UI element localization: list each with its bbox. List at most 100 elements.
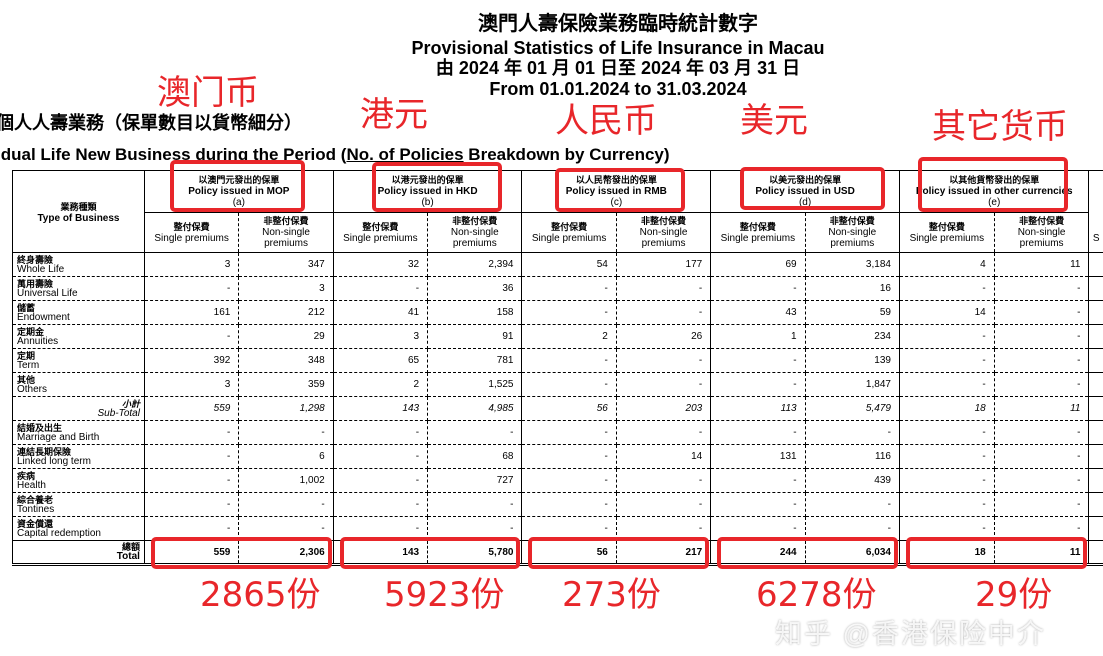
table-row: 定期 Term 392 348 65 781- - -139- - <box>12 348 1103 373</box>
row-label-zh: 結婚及出生 <box>17 422 63 433</box>
table-row: 終身壽險 Whole Life 3 347 32 2,394 54 177 69 3,184 4 11 <box>12 252 1103 277</box>
single-premiums-header: 整付保費 Single premiums <box>710 212 806 253</box>
table-cell: - <box>143 420 240 445</box>
total-annotation: 2865份 <box>200 575 321 615</box>
table-cell: 158 <box>427 300 523 325</box>
table-cell: 14 <box>615 444 712 469</box>
total-annotation: 29份 <box>975 575 1053 615</box>
watermark: 知乎 @香港保险中介 <box>775 619 1046 649</box>
cut-off-cell <box>1088 396 1103 421</box>
table-cell: 2 <box>521 324 617 349</box>
table-cell: - <box>710 372 806 397</box>
single-en: Single premiums <box>720 232 796 244</box>
currency-header-code: (d) <box>798 197 812 208</box>
row-label-en: Marriage and Birth <box>17 431 100 443</box>
table-cell: 36 <box>427 276 523 301</box>
table-cell: - <box>143 468 240 493</box>
row-label-zh: 定期 <box>17 350 36 361</box>
single-premiums-header: 整付保費 Single premiums <box>143 212 240 253</box>
single-zh: 整付保費 <box>173 221 210 232</box>
row-label-zh: 其他 <box>17 374 36 385</box>
cut-off-cell <box>1088 492 1103 517</box>
cut-off-cell <box>1088 420 1103 445</box>
currency-header-highlight <box>372 162 502 212</box>
table-cell: 6 <box>238 444 334 469</box>
table-cell: 2 <box>332 372 429 397</box>
row-label-en: Sub-Total <box>97 407 140 419</box>
table-row: 其他 Others 3 359 2 1,525- - -1,847- - <box>12 372 1103 397</box>
row-label-en: Whole Life <box>17 263 65 275</box>
table-cell: - <box>993 420 1090 445</box>
table-cell: 113 <box>710 396 806 421</box>
table-cell: - <box>993 468 1090 493</box>
table-cell: - <box>143 492 240 517</box>
table-cell: - <box>710 276 806 301</box>
nonsingle-en: Non-single premiums <box>639 227 688 249</box>
table-cell: - <box>993 348 1090 373</box>
table-cell: 1,002 <box>238 468 334 493</box>
row-label-en: Health <box>17 479 46 491</box>
total-annotation: 6278份 <box>756 575 877 615</box>
row-label-en: Capital redemption <box>17 527 101 539</box>
row-label-zh: 萬用壽險 <box>17 278 54 289</box>
table-row: 連結長期保險 Linked long term -6-68-14 131 116- - <box>12 444 1103 469</box>
table-cell: - <box>615 300 712 325</box>
table-cell: 18 <box>898 540 995 566</box>
table-row: 定期金 Annuities -29 3 91 2 26 1 234- - <box>12 324 1103 349</box>
nonsingle-premiums-header: 非整付保費 Non-single premiums <box>804 212 900 253</box>
table-cell: - <box>427 420 523 445</box>
single-en: Single premiums <box>531 232 607 244</box>
row-label: 定期 Term <box>12 348 145 373</box>
currency-header-en: Policy issued in USD <box>755 186 855 197</box>
currency-header-zh: 以港元發出的保單 <box>391 175 464 185</box>
currency-header-en: Policy issued in RMB <box>565 186 667 197</box>
single-zh: 整付保費 <box>928 221 965 232</box>
row-label-zh: 總額 <box>121 542 140 552</box>
row-label: 連結長期保險 Linked long term <box>12 444 145 469</box>
table-cell: - <box>993 372 1090 397</box>
table-cell: - <box>332 492 429 517</box>
table-cell: 727 <box>427 468 523 493</box>
period-chinese: 由 2024 年 01 月 01 日至 2024 年 03 月 31 日 <box>435 58 801 78</box>
table-cell: 234 <box>804 324 900 349</box>
table-cell: - <box>898 372 995 397</box>
table-cell: 4 <box>898 252 995 277</box>
row-label-en: Tontines <box>17 503 55 515</box>
single-en: Single premiums <box>909 232 985 244</box>
table-cell: 11 <box>993 252 1090 277</box>
table-cell: - <box>710 468 806 493</box>
table-cell: 29 <box>238 324 334 349</box>
row-label: 結婚及出生 Marriage and Birth <box>12 420 145 445</box>
row-label-en: Endowment <box>17 311 70 323</box>
table-cell: 203 <box>615 396 712 421</box>
table-cell: 3 <box>143 252 240 277</box>
table-cell: 43 <box>710 300 806 325</box>
currency-header-highlight <box>740 167 885 210</box>
cut-off-cell <box>1088 324 1103 349</box>
table-cell: 26 <box>615 324 712 349</box>
table-cell: 212 <box>238 300 334 325</box>
table-cell: 3 <box>332 324 429 349</box>
table-cell: 1,525 <box>427 372 523 397</box>
title-english: Provisional Statistics of Life Insurance… <box>411 38 825 58</box>
row-label-zh: 連結長期保險 <box>17 446 72 457</box>
row-label-zh: 小計 <box>121 398 140 409</box>
table-cell: - <box>993 276 1090 301</box>
table-cell: 6,034 <box>804 540 900 566</box>
row-label: 其他 Others <box>12 372 145 397</box>
single-premiums-header: 整付保費 Single premiums <box>521 212 617 253</box>
currency-header-zh: 以澳門元發出的保單 <box>198 175 280 185</box>
table-cell: 116 <box>804 444 900 469</box>
table-cell: - <box>521 492 617 517</box>
table-cell: - <box>332 444 429 469</box>
nonsingle-zh: 非整付保費 <box>829 216 875 226</box>
table-row: 萬用壽險 Universal Life -3-36- - -16- - <box>12 276 1103 301</box>
nonsingle-en: Non-single premiums <box>450 227 499 249</box>
row-label-en: Universal Life <box>17 287 78 299</box>
table-cell: - <box>898 444 995 469</box>
currency-header-zh: 以美元發出的保單 <box>769 175 842 185</box>
cut-off-column-label: S <box>1092 233 1100 244</box>
table-cell: - <box>332 276 429 301</box>
table-cell: 11 <box>993 396 1090 421</box>
currency-group-header: 以人民幣發出的保單 Policy issued in RMB (c) <box>521 170 712 213</box>
